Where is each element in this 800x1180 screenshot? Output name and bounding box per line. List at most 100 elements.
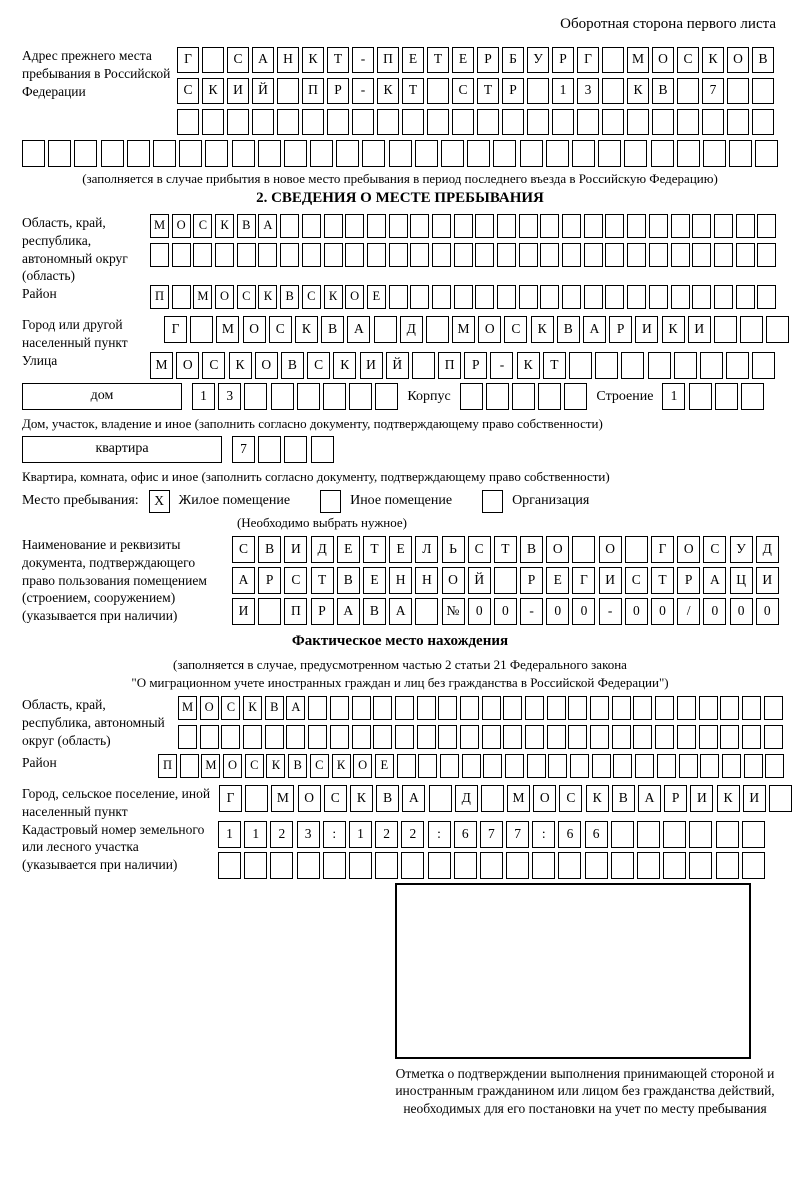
char-cell[interactable] (366, 214, 386, 238)
char-cell[interactable]: К (294, 316, 318, 344)
char-cell[interactable] (329, 724, 349, 749)
char-cell[interactable]: К (266, 753, 286, 778)
char-cell[interactable] (572, 535, 596, 563)
organization-checkbox[interactable] (482, 489, 504, 513)
char-cell[interactable] (766, 316, 790, 344)
char-cell[interactable]: Е (452, 47, 474, 73)
char-cell[interactable] (410, 243, 430, 267)
char-cell[interactable] (650, 140, 674, 167)
char-cell[interactable] (301, 243, 321, 267)
char-cell[interactable] (388, 140, 412, 167)
char-cell[interactable]: Л (415, 535, 439, 563)
char-cell[interactable]: С (307, 351, 331, 379)
char-cell[interactable] (431, 285, 451, 310)
char-cell[interactable] (461, 753, 481, 778)
char-cell[interactable]: О (254, 351, 278, 379)
char-cell[interactable] (673, 351, 697, 379)
char-cell[interactable] (375, 382, 399, 410)
char-cell[interactable] (677, 109, 699, 135)
char-cell[interactable] (525, 724, 544, 749)
char-cell[interactable]: П (377, 47, 399, 73)
char-cell[interactable] (765, 753, 785, 778)
char-cell[interactable] (394, 695, 414, 720)
char-cell[interactable]: К (258, 285, 278, 310)
char-cell[interactable] (562, 243, 582, 267)
char-cell[interactable] (428, 784, 452, 812)
char-cell[interactable] (602, 47, 624, 73)
char-cell[interactable] (441, 140, 464, 167)
char-cell[interactable] (414, 140, 438, 167)
char-cell[interactable] (677, 78, 699, 104)
char-cell[interactable]: И (284, 535, 308, 563)
char-cell[interactable] (453, 243, 473, 267)
char-cell[interactable] (568, 695, 588, 720)
char-cell[interactable] (202, 109, 224, 135)
char-cell[interactable] (258, 597, 282, 625)
char-cell[interactable] (485, 382, 509, 410)
char-cell[interactable] (584, 851, 608, 879)
char-cell[interactable] (613, 753, 633, 778)
char-cell[interactable] (611, 695, 631, 720)
char-cell[interactable] (611, 724, 631, 749)
char-cell[interactable]: Р (258, 566, 282, 594)
char-cell[interactable]: И (635, 316, 659, 344)
char-cell[interactable] (512, 382, 536, 410)
char-cell[interactable]: С (624, 566, 648, 594)
char-cell[interactable] (308, 695, 328, 720)
char-cell[interactable] (757, 214, 777, 238)
char-cell[interactable] (591, 753, 611, 778)
char-cell[interactable]: В (652, 78, 674, 104)
char-cell[interactable] (296, 382, 320, 410)
char-cell[interactable] (715, 851, 739, 879)
char-cell[interactable] (698, 724, 718, 749)
char-cell[interactable]: С (232, 535, 255, 563)
char-cell[interactable] (48, 140, 72, 167)
char-cell[interactable] (689, 851, 713, 879)
char-cell[interactable] (280, 214, 300, 238)
char-cell[interactable]: В (288, 753, 308, 778)
char-cell[interactable] (763, 695, 783, 720)
char-cell[interactable] (22, 140, 45, 167)
char-cell[interactable]: И (690, 784, 714, 812)
char-cell[interactable]: Й (385, 351, 409, 379)
char-cell[interactable] (438, 724, 458, 749)
char-cell[interactable] (199, 724, 219, 749)
char-cell[interactable] (714, 382, 738, 410)
char-cell[interactable]: 1 (218, 820, 241, 848)
char-cell[interactable] (348, 851, 372, 879)
char-cell[interactable]: И (755, 566, 779, 594)
char-cell[interactable] (283, 140, 307, 167)
char-cell[interactable] (377, 109, 399, 135)
char-cell[interactable]: В (280, 351, 304, 379)
other-premises-checkbox[interactable] (320, 489, 342, 513)
char-cell[interactable] (480, 784, 504, 812)
char-cell[interactable] (757, 243, 777, 267)
char-cell[interactable]: Е (366, 285, 386, 310)
char-cell[interactable] (252, 109, 274, 135)
char-cell[interactable] (757, 285, 777, 310)
char-cell[interactable]: 3 (577, 78, 599, 104)
char-cell[interactable]: В (258, 535, 282, 563)
char-cell[interactable] (258, 435, 282, 463)
char-cell[interactable]: Б (502, 47, 524, 73)
char-cell[interactable]: К (627, 78, 649, 104)
char-cell[interactable] (277, 78, 299, 104)
char-cell[interactable]: 7 (702, 78, 724, 104)
char-cell[interactable] (336, 140, 360, 167)
char-cell[interactable] (396, 753, 416, 778)
char-cell[interactable] (375, 851, 399, 879)
char-cell[interactable] (373, 695, 393, 720)
char-cell[interactable] (453, 214, 473, 238)
char-cell[interactable]: Е (546, 566, 570, 594)
char-cell[interactable] (655, 695, 675, 720)
char-cell[interactable] (388, 214, 408, 238)
char-cell[interactable]: М (201, 753, 221, 778)
char-cell[interactable] (323, 214, 343, 238)
char-cell[interactable] (692, 243, 712, 267)
char-cell[interactable] (602, 78, 624, 104)
char-cell[interactable]: К (215, 214, 235, 238)
char-cell[interactable]: К (302, 47, 324, 73)
char-cell[interactable] (656, 753, 676, 778)
char-cell[interactable] (277, 109, 299, 135)
char-cell[interactable] (415, 597, 439, 625)
